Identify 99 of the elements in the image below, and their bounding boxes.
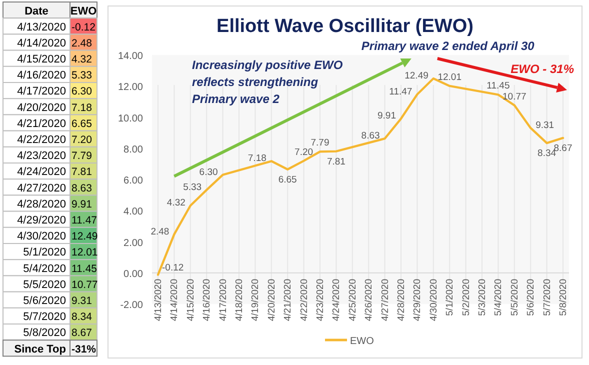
data-label: 7.81 [72,166,92,178]
y-tick-label: 12.00 [118,82,144,94]
text: 11.45 [486,80,510,92]
text: 7.79 [310,138,330,149]
x-tick-label: 4/18/2020 [234,278,245,322]
data-label: 7.18 [72,102,92,114]
y-tick-label: 4/13/2020 [17,21,66,34]
text: 4.32 [166,198,186,209]
text: 8.34 [538,148,556,160]
text: 7.20 [294,146,314,158]
y-tick-label: 4/20/2020 [17,102,66,114]
annotation: EWO - 31% [510,62,574,76]
data-label: 11.45 [72,262,98,275]
data-label: 12.49 [72,230,98,243]
y-tick-label: -2.00 [120,300,144,311]
text: 7.18 [248,153,266,164]
text: 11.47 [389,86,412,98]
text: 7.81 [326,156,346,168]
y-tick-label: 4/21/2020 [17,118,66,130]
y-tick-label: 4/28/2020 [17,198,66,210]
data-label: 12.01 [72,246,98,259]
y-tick-label: 0.00 [124,268,144,280]
y-tick-label: 4/22/2020 [17,134,66,146]
x-tick-label: 5/4/2020 [493,278,504,316]
data-label: 9.91 [72,198,92,210]
y-tick-label: 5/8/2020 [23,327,66,340]
y-tick-label: 4/29/2020 [17,214,66,226]
data-label: 6.30 [72,86,92,98]
x-tick-label: 4/20/2020 [266,278,278,322]
y-tick-label: 14.00 [118,51,144,62]
x-tick-label: 5/5/2020 [509,278,520,316]
text: -31% [72,343,97,356]
text: 6.30 [199,166,218,178]
x-tick-label: 4/14/2020 [169,278,180,322]
text: 2.48 [150,226,170,238]
y-tick-label: 4/24/2020 [17,166,66,178]
annotation: Increasingly positive EWO reflects strengthening Primary wave 2 [192,58,344,106]
y-tick-label: 10.00 [118,113,144,124]
data-label: 11.47 [72,214,98,226]
x-tick-label: 5/3/2020 [477,278,488,316]
data-label: 8.34 [72,311,92,324]
text: 12.49 [404,70,428,82]
data-label: 5.33 [72,70,92,82]
data-label: -0.12 [72,21,96,34]
data-label: 7.20 [72,134,92,146]
y-tick-label: 5/4/2020 [23,262,66,275]
x-tick-label: 4/17/2020 [218,278,229,322]
text: Primary wave 2 ended April 30 [361,39,535,53]
x-tick-label: 4/28/2020 [396,278,407,322]
text: 9.31 [536,120,554,131]
text: 6.65 [278,174,297,186]
data-label: 8.67 [72,327,92,340]
y-tick-label: 4/23/2020 [17,150,66,162]
y-tick-label: 4/27/2020 [17,182,66,194]
x-tick-label: 4/30/2020 [428,278,440,322]
x-tick-label: 4/19/2020 [250,278,262,322]
x-tick-label: 4/27/2020 [380,278,391,322]
data-label: 9.31 [72,295,92,307]
data-label: 6.65 [72,118,92,130]
text: -0.12 [162,262,184,274]
text: 9.91 [378,110,396,122]
chart-title: Elliott Wave Oscillitar (EWO) [216,16,474,37]
y-tick-label: 4/30/2020 [17,230,66,243]
text: 10.77 [502,91,526,102]
y-tick-label: 5/1/2020 [23,246,66,259]
x-tick-label: 4/23/2020 [315,278,326,322]
data-label: 7.79 [72,150,92,162]
x-tick-label: 4/26/2020 [364,278,375,322]
data-label: 4.32 [72,54,92,66]
y-tick-label: 4/17/2020 [17,86,66,98]
text: Since Top [14,343,66,356]
x-tick-label: 4/22/2020 [298,278,310,322]
x-tick-label: 4/15/2020 [185,278,196,322]
y-tick-label: 8.00 [124,144,144,156]
x-tick-label: 5/8/2020 [558,278,569,316]
x-tick-label: 5/2/2020 [460,278,472,316]
text: 8.63 [361,130,380,142]
x-tick-label: 4/29/2020 [412,278,424,322]
x-tick-label: 4/25/2020 [347,278,358,322]
x-tick-label: 4/24/2020 [331,278,342,322]
text: Date [24,6,48,18]
x-tick-label: 5/1/2020 [444,278,456,316]
data-label: 8.63 [72,182,92,194]
y-tick-label: 4/14/2020 [17,37,66,50]
x-tick-label: 4/21/2020 [282,278,294,322]
legend-label: EWO [350,336,374,347]
y-tick-label: 4.00 [124,206,144,218]
y-tick-label: 4/16/2020 [17,70,66,82]
data-label: 10.77 [72,278,98,291]
text: 5.33 [183,182,202,193]
x-tick-label: 5/6/2020 [526,278,537,316]
y-tick-label: 4/15/2020 [17,54,66,66]
text: 8.67 [554,142,572,154]
data-label: 2.48 [72,37,92,50]
y-tick-label: 6.00 [124,176,144,186]
x-tick-label: 4/16/2020 [202,278,213,322]
y-tick-label: 2.00 [124,238,144,249]
x-tick-label: 5/7/2020 [542,278,553,316]
text: 12.01 [438,72,462,83]
